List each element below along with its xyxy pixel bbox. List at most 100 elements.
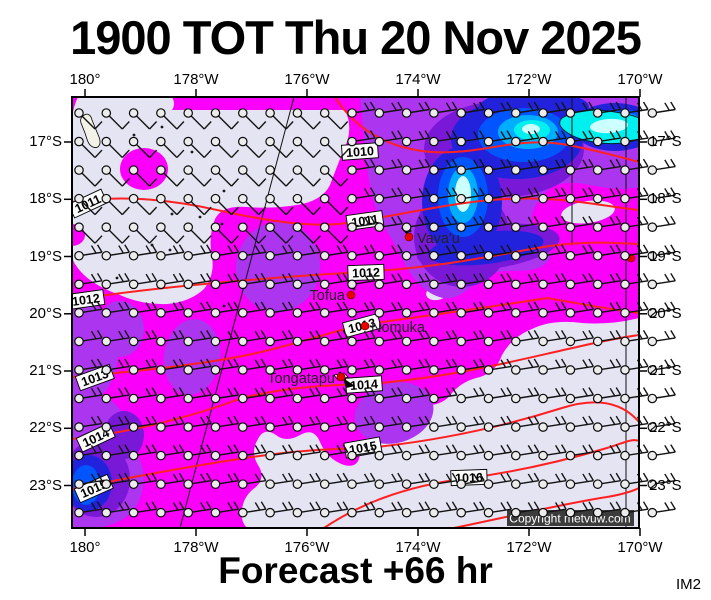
wind-barb	[565, 387, 595, 404]
wind-barb	[401, 130, 431, 147]
wind-barb	[128, 501, 158, 518]
wind-barb	[565, 215, 595, 232]
wind-barb	[265, 472, 294, 489]
lon-label-top: 180°	[69, 71, 101, 88]
wind-barb	[265, 501, 294, 518]
wind-barb	[647, 301, 676, 318]
wind-barb	[483, 272, 513, 290]
wind-barb	[292, 108, 321, 130]
wind-barb	[374, 472, 403, 489]
wind-barb	[374, 187, 403, 204]
wind-barb	[565, 101, 595, 118]
wind-barb	[128, 108, 158, 130]
wind-barb	[265, 193, 294, 216]
wind-barb	[292, 222, 321, 244]
wind-barb	[374, 158, 403, 175]
place-marker-dot	[336, 372, 346, 382]
wind-barb	[156, 301, 185, 318]
wind-barb	[429, 187, 458, 204]
wind-barb	[183, 193, 212, 216]
wind-barb	[183, 136, 212, 159]
wind-barb	[238, 165, 267, 187]
wind-barb	[401, 472, 431, 489]
wind-barb	[374, 501, 403, 518]
wind-barb	[510, 472, 540, 489]
island-speck	[222, 189, 226, 193]
lon-label-bottom: 180°	[69, 539, 101, 556]
wind-barb	[374, 101, 403, 118]
place-marker-dot	[346, 290, 356, 300]
wind-barb	[401, 272, 431, 290]
wind-barb	[483, 301, 513, 318]
wind-barb	[183, 358, 212, 375]
wind-barb	[429, 472, 458, 489]
wind-barb	[319, 136, 349, 159]
wind-barb	[401, 415, 431, 432]
svg-text:1011: 1011	[351, 212, 380, 230]
wind-barb	[483, 215, 513, 232]
wind-barb	[620, 272, 649, 290]
wind-barb	[510, 158, 540, 175]
wind-barb	[401, 358, 431, 375]
wind-barb	[401, 215, 431, 232]
wind-barb	[74, 444, 103, 461]
isobar-line	[453, 487, 639, 528]
wind-barb	[347, 187, 376, 204]
island-outline	[80, 113, 101, 148]
lon-label-top: 172°W	[506, 71, 552, 88]
wind-barb	[210, 272, 240, 290]
wind-barb	[538, 358, 567, 375]
wind-barb	[456, 387, 485, 404]
wind-barb	[592, 158, 622, 175]
lat-label-right: 17°S	[649, 133, 682, 150]
wind-barb	[128, 244, 158, 261]
wind-barb	[319, 444, 349, 461]
lat-label-right: 22°S	[649, 419, 682, 437]
wind-barb	[183, 415, 212, 432]
wind-barb	[429, 272, 458, 290]
wind-barb	[401, 387, 431, 404]
wind-barb	[401, 187, 431, 204]
wind-barb	[401, 101, 431, 118]
wind-barb	[510, 215, 540, 232]
wind-barb	[647, 501, 676, 518]
wind-barb	[292, 358, 322, 375]
wind-barb	[401, 444, 431, 461]
wind-barb	[374, 444, 403, 461]
wind-barb	[401, 301, 431, 318]
wind-barb	[510, 415, 540, 432]
wind-barb	[456, 130, 485, 147]
wind-barb	[456, 501, 485, 518]
place-name-label: Tofua	[310, 288, 346, 304]
wind-barb	[265, 330, 294, 347]
wind-barb	[538, 244, 567, 261]
wind-barb	[374, 272, 403, 290]
wind-barb	[74, 330, 103, 347]
wind-barb	[265, 136, 294, 159]
island-speck	[115, 276, 119, 280]
wind-barb	[183, 165, 212, 187]
wind-barb	[210, 301, 240, 318]
wind-barb	[238, 358, 267, 375]
wind-barb	[565, 272, 595, 290]
wind-barb	[510, 272, 540, 290]
wind-barb	[565, 244, 595, 261]
place-name-label: Vava'u	[417, 231, 460, 247]
wind-barb	[183, 108, 212, 130]
wind-barb	[101, 272, 130, 290]
svg-text:1010: 1010	[346, 144, 375, 160]
wind-barb	[101, 136, 130, 159]
wind-barb	[210, 222, 240, 244]
wind-barb	[401, 158, 431, 175]
wind-barb	[565, 444, 595, 461]
wind-barb	[101, 358, 130, 375]
wind-barb	[101, 222, 130, 244]
wind-barb	[292, 193, 321, 216]
wind-barb	[74, 193, 103, 216]
wind-barb	[456, 187, 485, 204]
wind-barb	[238, 244, 267, 261]
island-speck	[198, 215, 202, 219]
lat-label-right: 21°S	[649, 362, 682, 379]
wind-barb	[347, 330, 376, 347]
